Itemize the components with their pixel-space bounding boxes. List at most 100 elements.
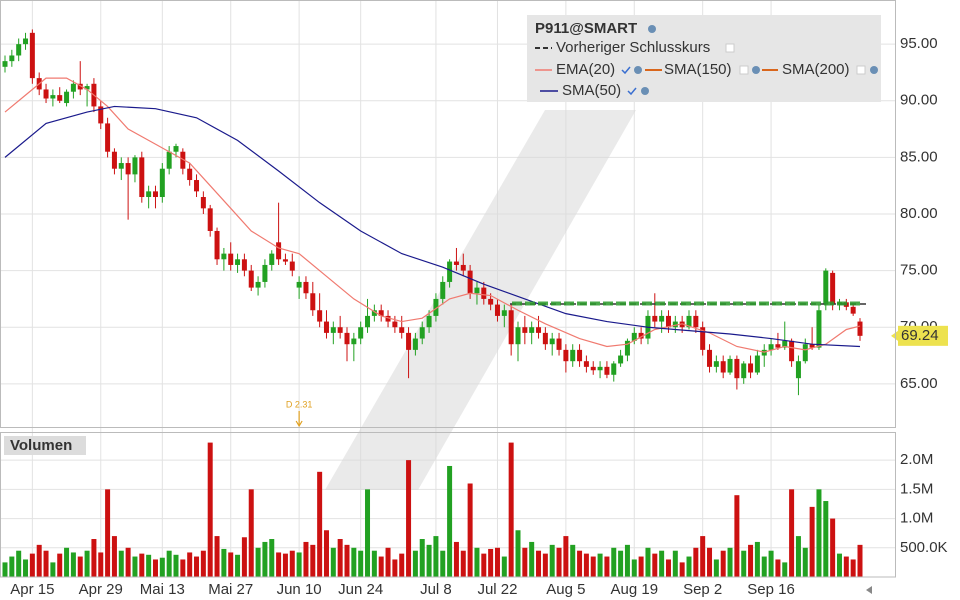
candle-body bbox=[467, 270, 473, 294]
x-tick-label: Mai 27 bbox=[208, 581, 253, 598]
volume-bar bbox=[453, 541, 459, 577]
volume-bar bbox=[310, 544, 316, 577]
plot: 65.0070.0075.0080.0085.0090.0095.00500.0… bbox=[2, 29, 948, 598]
volume-bar bbox=[748, 544, 754, 577]
volume-bar bbox=[850, 559, 856, 577]
candle-body bbox=[317, 310, 323, 322]
icon[interactable] bbox=[641, 87, 649, 95]
volume-bar bbox=[857, 544, 863, 577]
volume-bar bbox=[2, 562, 8, 577]
volume-bar bbox=[775, 559, 781, 577]
candle-body bbox=[296, 281, 302, 288]
volume-bar bbox=[802, 547, 808, 577]
volume-bar bbox=[241, 537, 247, 577]
x-tick-label: Sep 2 bbox=[683, 581, 722, 598]
last-price-pointer bbox=[891, 330, 898, 341]
candle-body bbox=[228, 253, 234, 265]
legend-label: Vorheriger Schlusskurs bbox=[556, 39, 710, 56]
icon[interactable] bbox=[634, 66, 642, 74]
volume-bar bbox=[488, 548, 494, 577]
candle-body bbox=[77, 83, 83, 90]
checkbox[interactable] bbox=[621, 66, 631, 75]
volume-bar bbox=[577, 550, 583, 577]
volume-bar bbox=[385, 547, 391, 577]
candle-body bbox=[665, 315, 671, 328]
x-tick-label: Apr 15 bbox=[10, 581, 54, 598]
volume-bar bbox=[720, 550, 726, 577]
volume-bar bbox=[659, 550, 665, 577]
candle-body bbox=[556, 338, 562, 350]
volume-bar bbox=[36, 544, 42, 577]
checkbox[interactable] bbox=[856, 65, 866, 75]
volume-bar bbox=[118, 550, 124, 577]
candle-body bbox=[686, 315, 692, 328]
volume-bar bbox=[515, 530, 521, 577]
x-tick-label: Aug 19 bbox=[611, 581, 659, 598]
candle-body bbox=[713, 361, 719, 367]
volume-bar bbox=[795, 536, 801, 577]
candle-body bbox=[809, 344, 815, 348]
candle-body bbox=[255, 281, 261, 288]
candle-body bbox=[433, 298, 439, 316]
candle-body bbox=[474, 287, 480, 294]
volume-bar bbox=[159, 557, 165, 577]
icon[interactable] bbox=[648, 25, 656, 33]
volume-bar bbox=[50, 562, 56, 577]
x-tick-label: Aug 5 bbox=[546, 581, 585, 598]
volume-bar bbox=[426, 544, 432, 577]
volume-bar bbox=[590, 556, 596, 577]
candle-body bbox=[23, 38, 29, 45]
candle-body bbox=[159, 168, 165, 198]
icon[interactable] bbox=[752, 66, 760, 74]
candle-body bbox=[522, 327, 528, 333]
candle-body bbox=[529, 327, 535, 333]
candle-body bbox=[782, 340, 788, 348]
volume-bar bbox=[433, 536, 439, 577]
legend-label: EMA(20) bbox=[556, 61, 615, 78]
icon[interactable] bbox=[870, 66, 878, 74]
volume-bar bbox=[508, 442, 514, 577]
volume-bar bbox=[84, 550, 90, 577]
candle-body bbox=[659, 315, 665, 322]
volume-bar bbox=[597, 553, 603, 577]
candle-body bbox=[241, 259, 247, 271]
volume-bar bbox=[105, 489, 111, 577]
checkbox[interactable] bbox=[739, 65, 749, 75]
candle-body bbox=[775, 344, 781, 348]
candle-body bbox=[399, 327, 405, 333]
scroll-arrow[interactable] bbox=[866, 586, 872, 594]
volume-bar bbox=[269, 539, 275, 577]
volume-bar bbox=[358, 550, 364, 577]
candle-body bbox=[378, 310, 384, 316]
candle-body bbox=[563, 349, 569, 362]
annotation: D 2.31 bbox=[286, 399, 313, 409]
volume-bar bbox=[91, 539, 97, 577]
candle-body bbox=[426, 315, 432, 328]
volume-bar bbox=[323, 530, 329, 577]
candle-body bbox=[549, 338, 555, 345]
candle-body bbox=[412, 338, 418, 350]
candle-body bbox=[857, 321, 863, 336]
indicator-line bbox=[4, 77, 861, 353]
candle-body bbox=[590, 366, 596, 371]
volume-bar bbox=[570, 544, 576, 577]
volume-bar bbox=[638, 556, 644, 577]
candle-body bbox=[570, 349, 576, 362]
volume-bar bbox=[399, 553, 405, 577]
candle-body bbox=[2, 61, 8, 67]
candle-body bbox=[741, 363, 747, 379]
candle-body bbox=[850, 306, 856, 314]
checkbox[interactable] bbox=[627, 87, 637, 96]
volume-bar bbox=[823, 501, 829, 577]
candle-body bbox=[303, 281, 309, 294]
volume-bar bbox=[741, 550, 747, 577]
volume-bar bbox=[289, 550, 295, 577]
y-tick-label: 1.0M bbox=[900, 510, 933, 527]
candle-body bbox=[125, 163, 131, 175]
candle-body bbox=[823, 270, 829, 305]
volume-bar bbox=[248, 489, 254, 577]
volume-bar bbox=[522, 547, 528, 577]
checkbox[interactable] bbox=[725, 43, 735, 53]
volume-bar bbox=[789, 489, 795, 577]
volume-bar bbox=[494, 547, 500, 577]
